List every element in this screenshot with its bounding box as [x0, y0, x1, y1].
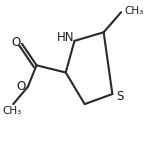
Text: CH₃: CH₃	[125, 6, 144, 16]
Text: O: O	[16, 80, 25, 93]
Text: O: O	[11, 36, 21, 49]
Text: HN: HN	[57, 31, 74, 44]
Text: CH₃: CH₃	[2, 106, 21, 116]
Text: S: S	[117, 90, 124, 103]
